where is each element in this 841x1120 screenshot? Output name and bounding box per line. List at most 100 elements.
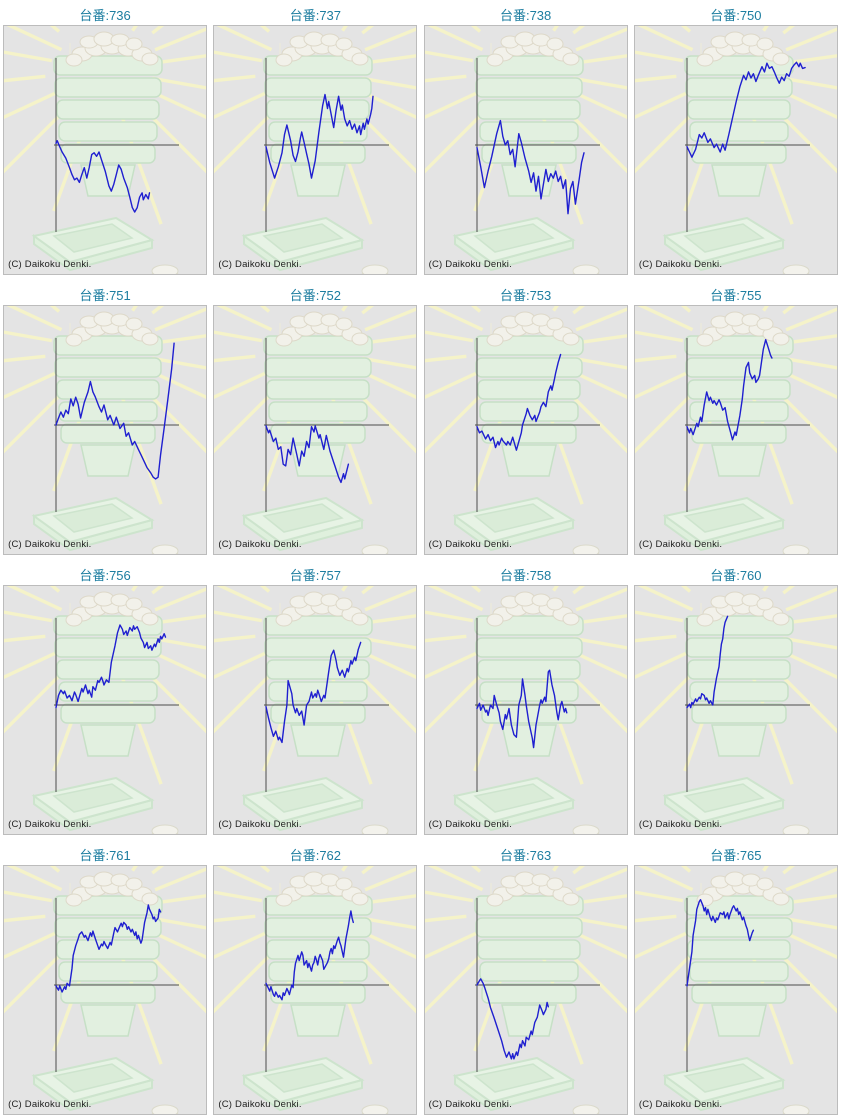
ball-pile-icon [65,591,159,627]
ball-box-icon [452,216,576,272]
machine-cell: 台番:757 (C) Daikoku Denki. [210,560,420,840]
machine-title-link[interactable]: 台番:756 [79,568,131,583]
slump-graph [424,586,627,834]
slump-graph [424,866,627,1114]
tray-stack-icon [53,895,163,1037]
machine-title-link[interactable]: 台番:755 [710,288,762,303]
machine-title-link[interactable]: 台番:762 [289,848,342,863]
coin-icon [151,264,179,274]
ball-pile-icon [275,31,369,67]
machine-title-link[interactable]: 台番:738 [499,8,552,23]
slump-graph-panel: (C) Daikoku Denki. [3,865,208,1115]
machine-title-link[interactable]: 台番:737 [289,8,342,23]
tray-stack-icon [473,895,584,1037]
slump-graph-panel: (C) Daikoku Denki. [213,305,418,555]
graph-line [686,899,754,987]
copyright-label: (C) Daikoku Denki. [638,539,723,550]
ball-box-icon [31,496,155,552]
ball-pile-icon [696,31,790,67]
machine-cell: 台番:762 (C) Daikoku Denki. [210,840,420,1120]
copyright-label: (C) Daikoku Denki. [8,819,92,830]
machine-title-link[interactable]: 台番:736 [79,8,131,23]
slump-graph [634,306,837,554]
ball-pile-icon [275,591,369,627]
copyright-label: (C) Daikoku Denki. [428,1099,512,1110]
graph-line [55,624,167,709]
graph-line [265,93,375,179]
coin-icon [572,544,600,554]
coin-icon [361,824,389,834]
machine-cell: 台番:738 (C) Daikoku Denki. [421,0,631,280]
light-rays-icon [4,586,207,785]
ball-pile-icon [65,311,159,347]
slump-graph-panel: (C) Daikoku Denki. [3,25,208,275]
slump-graph [214,306,417,554]
machine-cell: 台番:736 (C) Daikoku Denki. [0,0,210,280]
graph-line [265,641,362,744]
tray-stack-icon [473,335,584,477]
ball-pile-icon [275,871,369,907]
slump-graph-panel: (C) Daikoku Denki. [633,865,838,1115]
machine-title-link[interactable]: 台番:760 [710,568,762,583]
pachinko-watermark-icon [424,586,627,834]
machine-title-link[interactable]: 台番:751 [79,288,131,303]
pachinko-watermark-icon [634,26,837,274]
machine-cell: 台番:763 (C) Daikoku Denki. [421,840,631,1120]
copyright-label: (C) Daikoku Denki. [428,259,512,270]
machine-cell: 台番:755 (C) Daikoku Denki. [631,280,841,560]
ball-box-icon [662,1056,786,1112]
machine-cell: 台番:750 (C) Daikoku Denki. [631,0,841,280]
machine-title-link[interactable]: 台番:752 [289,288,342,303]
machine-title-link[interactable]: 台番:750 [710,8,762,23]
slump-graph [634,26,837,274]
machine-cell: 台番:752 (C) Daikoku Denki. [210,280,420,560]
pachinko-watermark-icon [214,26,417,274]
graph-line [265,425,350,484]
copyright-label: (C) Daikoku Denki. [218,819,302,830]
slump-graph [214,586,417,834]
ball-pile-icon [696,871,790,907]
machine-title-link[interactable]: 台番:758 [499,568,552,583]
copyright-label: (C) Daikoku Denki. [638,1099,723,1110]
copyright-label: (C) Daikoku Denki. [218,539,302,550]
ball-box-icon [241,776,365,832]
coin-icon [151,1104,179,1114]
ball-pile-icon [65,31,159,67]
copyright-label: (C) Daikoku Denki. [638,819,723,830]
graph-line [55,139,151,213]
ball-pile-icon [486,871,580,907]
tray-stack-icon [473,55,584,197]
pachinko-watermark-icon [424,26,627,274]
pachinko-watermark-icon [424,866,627,1114]
pachinko-watermark-icon [4,586,207,834]
machine-cell: 台番:765 (C) Daikoku Denki. [631,840,841,1120]
slump-graph-panel: (C) Daikoku Denki. [213,585,418,835]
ball-pile-icon [275,311,369,347]
slump-graph-panel: (C) Daikoku Denki. [213,25,418,275]
graph-line [475,353,561,451]
tray-stack-icon [684,615,794,757]
machine-title-link[interactable]: 台番:753 [499,288,552,303]
coin-icon [782,1104,810,1114]
slump-graph-panel: (C) Daikoku Denki. [423,585,628,835]
slump-graph [4,866,207,1114]
ball-box-icon [452,496,576,552]
coin-icon [361,1104,389,1114]
copyright-label: (C) Daikoku Denki. [8,1099,92,1110]
machine-title-link[interactable]: 台番:761 [79,848,131,863]
ball-box-icon [241,1056,365,1112]
slump-graph-panel: (C) Daikoku Denki. [633,25,838,275]
machine-cell: 台番:753 (C) Daikoku Denki. [421,280,631,560]
machine-cell: 台番:758 (C) Daikoku Denki. [421,560,631,840]
graph-line [686,61,806,158]
machine-title-link[interactable]: 台番:765 [710,848,762,863]
pachinko-watermark-icon [214,586,417,834]
machine-title-link[interactable]: 台番:763 [499,848,552,863]
graph-line [55,342,175,480]
slump-graph-panel: (C) Daikoku Denki. [213,865,418,1115]
copyright-label: (C) Daikoku Denki. [218,1099,302,1110]
graph-line [265,910,355,1001]
machine-title-link[interactable]: 台番:757 [289,568,342,583]
slump-graph-panel: (C) Daikoku Denki. [3,585,208,835]
graph-line [475,669,568,749]
